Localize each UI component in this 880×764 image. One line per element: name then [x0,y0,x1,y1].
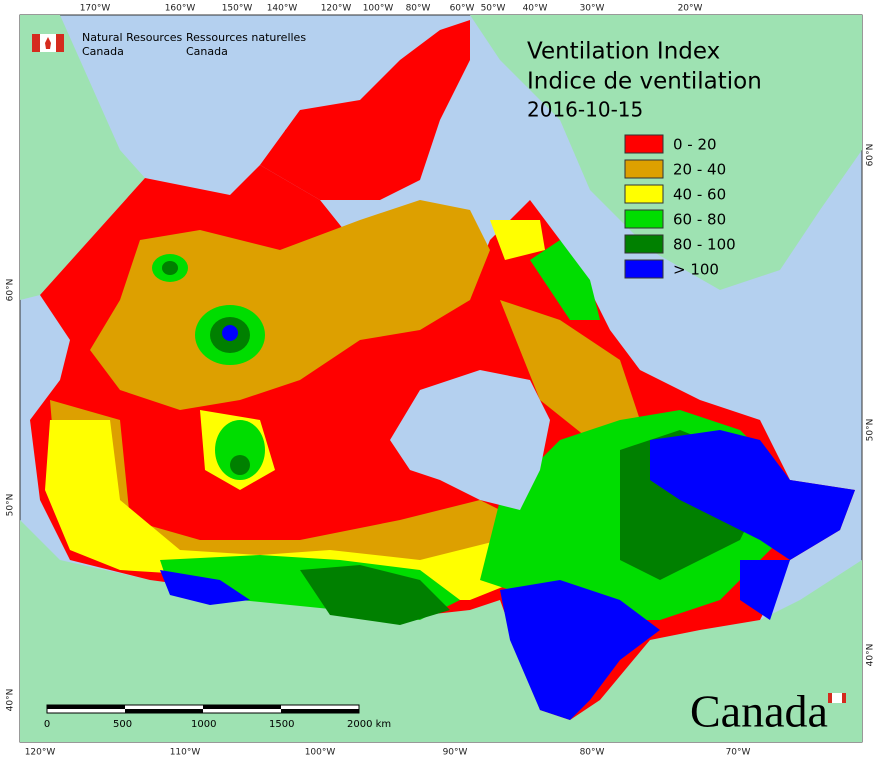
hudson-bay [390,370,550,510]
index-zone [300,565,450,625]
index-zone [162,261,178,275]
title: Ventilation Index [527,39,720,65]
legend-label: > 100 [673,261,719,279]
legend-swatch [624,134,664,154]
graticule-label: 120°W [321,4,352,14]
scale-label: 0 [44,719,50,730]
graticule-label: 60°N [6,279,16,302]
scale-segment [203,705,281,709]
header-text: Canada [186,45,228,58]
scale-bar [46,704,360,714]
arctic-islands [285,120,340,160]
graticule-label: 100°W [305,748,336,758]
header-text: Ressources naturelles [186,31,306,44]
legend-swatch [624,209,664,229]
legend-swatch [624,159,664,179]
graticule-label: 60°W [450,4,475,14]
index-zone [215,420,265,480]
index-zone [490,220,545,260]
greenland [470,15,862,290]
graticule-label: 150°W [222,4,253,14]
flag [56,34,64,52]
graticule-label: 60°N [866,144,876,167]
index-zone [230,455,250,475]
legend-label: 60 - 80 [673,211,726,229]
index-zone [50,400,520,570]
graticule-label: 160°W [165,4,196,14]
graticule-label: 70°W [726,748,751,758]
legend-label: 0 - 20 [673,136,717,154]
graticule-label: 30°W [580,4,605,14]
header-text: Canada [82,45,124,58]
scale-label: 1500 [269,719,294,730]
index-zone [222,325,238,341]
legend-label: 80 - 100 [673,236,736,254]
index-zone [160,570,250,605]
legend-label: 40 - 60 [673,186,726,204]
graticule-label: 50°N [6,494,16,517]
index-zone [500,300,640,440]
graticule-label: 90°W [443,748,468,758]
alaska [20,15,145,300]
date: 2016-10-15 [527,98,643,122]
index-zone [500,580,660,720]
usa [20,520,862,742]
graticule-label: 40°N [866,644,876,667]
graticule-label: 50°W [481,4,506,14]
index-zone [740,560,790,620]
index-zone [650,430,855,560]
graticule-label: 170°W [80,4,111,14]
wordmark-flag [832,693,842,703]
scale-label: 2000 km [347,719,391,730]
scale-segment [47,705,125,709]
scale-label: 1000 [191,719,216,730]
legend-swatch [624,234,664,254]
legend-swatch [624,184,664,204]
scale-segment [125,709,203,713]
index-zone [45,420,520,600]
graticule-label: 140°W [267,4,298,14]
legend-label: 20 - 40 [673,161,726,179]
flag [45,37,51,49]
graticule-label: 100°W [363,4,394,14]
graticule-label: 40°W [523,4,548,14]
scale-label: 500 [113,719,132,730]
graticule-label: 50°N [866,419,876,442]
title: Indice de ventilation [527,69,762,95]
graticule-label: 40°N [6,689,16,712]
scale-segment [281,709,359,713]
header-text: Natural Resources [82,31,183,44]
wordmark: Canada [690,686,828,737]
graticule-label: 110°W [170,748,201,758]
index-zone [530,240,600,320]
legend-swatch [624,259,664,279]
graticule-label: 20°W [678,4,703,14]
index-zone [90,200,490,410]
flag [32,34,40,52]
graticule-label: 120°W [25,748,56,758]
graticule-label: 80°W [406,4,431,14]
header: Natural Resources Canada Ressources natu… [32,31,306,58]
graticule-label: 80°W [580,748,605,758]
